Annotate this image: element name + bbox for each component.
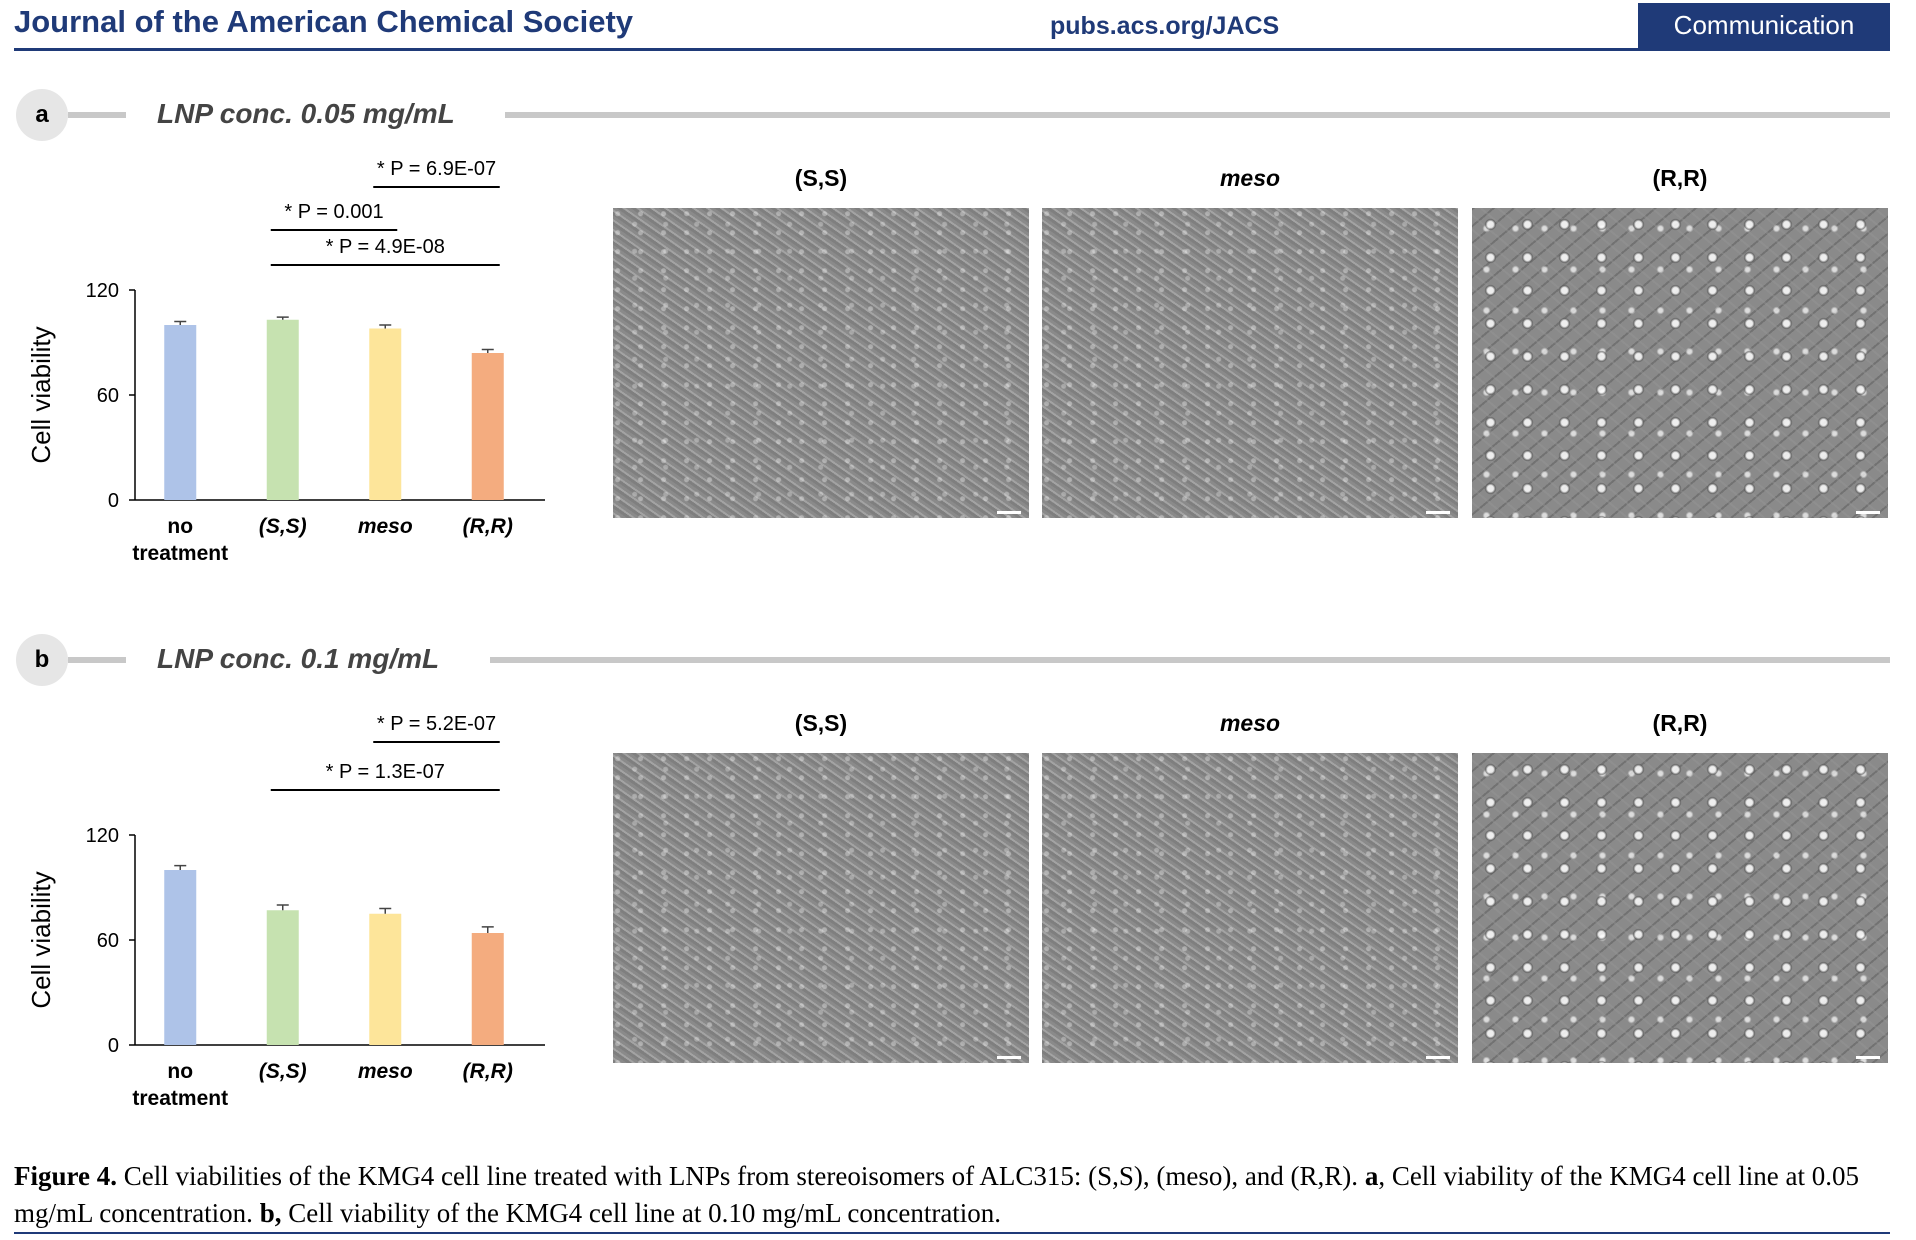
bar — [369, 328, 402, 500]
micrograph-rr — [1472, 208, 1888, 518]
micrograph-ss — [613, 753, 1029, 1063]
y-tick-label: 60 — [97, 385, 119, 407]
micrograph-rr — [1472, 753, 1888, 1063]
panel-rule-right — [505, 112, 1890, 118]
bar — [266, 910, 299, 1045]
image-label-rr: (R,R) — [1652, 165, 1708, 191]
caption-text: Cell viabilities of the KMG4 cell line t… — [117, 1161, 1365, 1191]
article-type-badge: Communication — [1638, 3, 1890, 48]
figure-caption: Figure 4. Cell viabilities of the KMG4 c… — [14, 1158, 1890, 1232]
panel-letter: a — [16, 89, 68, 141]
x-tick-label: meso — [358, 515, 413, 538]
bar — [369, 913, 402, 1045]
image-label-rr: (R,R) — [1652, 710, 1708, 736]
scale-bar — [1856, 1056, 1880, 1059]
viability-bar-chart: Cell viability 0 60 120 no treatment (S,S) meso… — [26, 713, 545, 1110]
scale-bar — [997, 511, 1021, 514]
scale-bar — [1856, 511, 1880, 514]
significance-label: * P = 1.3E-07 — [326, 761, 445, 783]
caption-text: Cell viability of the KMG4 cell line at … — [281, 1198, 1002, 1228]
figure-label: Figure 4. — [14, 1161, 117, 1191]
panel-b: b LNP conc. 0.1 mg/mL Cell viability 0 60 1… — [0, 630, 1916, 1160]
micrograph-ss — [613, 208, 1029, 518]
footer-rule — [14, 1232, 1890, 1234]
panel-letter: b — [16, 634, 68, 686]
significance-label: * P = 0.001 — [284, 201, 383, 223]
y-tick-label: 0 — [108, 1035, 119, 1057]
x-tick-label: (S,S) — [259, 1060, 307, 1083]
x-tick-label: meso — [358, 1060, 413, 1083]
bar — [471, 353, 504, 500]
y-axis-label: Cell viability — [26, 326, 56, 463]
bar — [164, 870, 197, 1045]
panel-concentration: LNP conc. 0.1 mg/mL — [157, 643, 440, 674]
caption-text: , Cell viability of the KMG4 cell line a… — [14, 1161, 1859, 1228]
y-tick-label: 120 — [86, 280, 119, 302]
x-tick-label: treatment — [132, 542, 228, 565]
x-tick-label: (R,R) — [463, 515, 513, 538]
image-label-ss: (S,S) — [794, 710, 848, 736]
y-tick-label: 60 — [97, 930, 119, 952]
significance-label: * P = 6.9E-07 — [377, 158, 496, 180]
x-tick-label: no — [167, 1060, 193, 1083]
micrograph-meso — [1042, 208, 1458, 518]
caption-panel-a: a — [1364, 1161, 1379, 1191]
image-label-meso: meso — [1219, 165, 1281, 191]
x-tick-label: no — [167, 515, 193, 538]
scale-bar — [1426, 1056, 1450, 1059]
significance-label: * P = 5.2E-07 — [377, 713, 496, 735]
caption-panel-b: b, — [259, 1198, 282, 1228]
panel-rule-right — [490, 657, 1890, 663]
x-tick-label: (S,S) — [259, 515, 307, 538]
panel-a: a LNP conc. 0.05 mg/mL Cell viability 0 60… — [0, 85, 1916, 615]
scale-bar — [997, 1056, 1021, 1059]
viability-bar-chart: Cell viability 0 60 120 no treatment (S,S) meso… — [26, 158, 545, 565]
bar — [266, 319, 299, 500]
significance-label: * P = 4.9E-08 — [326, 236, 445, 258]
panel-rule-left — [68, 657, 126, 663]
panel-concentration: LNP conc. 0.05 mg/mL — [157, 98, 455, 129]
x-tick-label: (R,R) — [463, 1060, 513, 1083]
header-rule — [14, 48, 1890, 51]
journal-title: Journal of the American Chemical Society — [14, 4, 634, 39]
scale-bar — [1426, 511, 1450, 514]
y-axis-label: Cell viability — [26, 871, 56, 1008]
x-tick-label: treatment — [132, 1087, 228, 1110]
panel-rule-left — [68, 112, 126, 118]
micrograph-meso — [1042, 753, 1458, 1063]
image-label-meso: meso — [1219, 710, 1281, 736]
bar — [164, 325, 197, 500]
journal-url[interactable]: pubs.acs.org/JACS — [1050, 12, 1280, 40]
y-tick-label: 0 — [108, 490, 119, 512]
image-label-ss: (S,S) — [794, 165, 848, 191]
bar — [471, 933, 504, 1045]
y-tick-label: 120 — [86, 825, 119, 847]
